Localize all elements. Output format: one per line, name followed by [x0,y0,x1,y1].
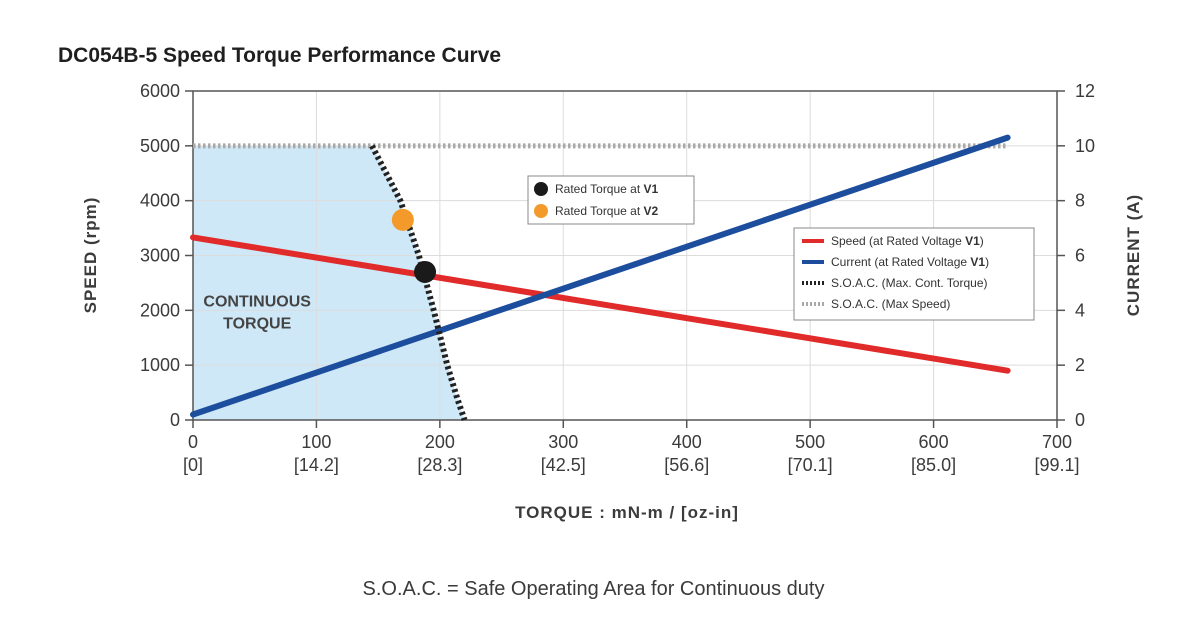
legend-layer: Rated Torque at V1 Rated Torque at V2 Spee… [527,175,1035,321]
legend-rated-torque-box [527,175,695,225]
x-axis-title: TORQUE : mN-m / [oz-in] [515,503,739,522]
series-layer [190,134,1011,421]
y-tick-label: 1000 [140,355,180,375]
legend-entry-label: Speed (at Rated Voltage V1) [831,234,984,248]
legend-entry-label: S.O.A.C. (Max Speed) [831,297,950,311]
x-tick-sublabel: [99.1] [1034,455,1079,475]
x-tick-sublabel: [42.5] [541,455,586,475]
y2-tick-label: 0 [1075,410,1085,430]
series-speed-at-rated-voltage-v1 [190,234,1011,374]
series-current-at-rated-voltage-v1 [190,134,1011,418]
x-tick-sublabel: [85.0] [911,455,956,475]
y2-axis-title: CURRENT (A) [1124,194,1143,316]
region-label: CONTINUOUS [203,293,311,310]
x-tick-sublabel: [28.3] [417,455,462,475]
legend-entry-label: Current (at Rated Voltage V1) [831,255,989,269]
point-rated-torque-at-v2 [391,208,414,231]
legend-marker-dot [534,182,548,196]
y-tick-label: 6000 [140,81,180,101]
continuous-torque-area [193,145,465,421]
x-tick-sublabel: [70.1] [788,455,833,475]
y2-tick-label: 6 [1075,246,1085,266]
series-s-o-a-c-max-cont-torque [369,144,468,421]
x-tick-label: 700 [1042,432,1072,452]
continuous-torque-region-layer: CONTINUOUS TORQUE [193,145,465,421]
x-tick-label: 300 [548,432,578,452]
x-tick-label: 500 [795,432,825,452]
y2-tick-label: 12 [1075,81,1095,101]
legend-series-box [793,227,1035,321]
region-label: TORQUE [223,315,291,332]
x-tick-label: 600 [919,432,949,452]
y-tick-label: 5000 [140,136,180,156]
x-tick-label: 400 [672,432,702,452]
y-tick-label: 2000 [140,300,180,320]
soac-caption: S.O.A.C. = Safe Operating Area for Conti… [362,578,825,600]
x-tick-label: 200 [425,432,455,452]
x-tick-label: 0 [188,432,198,452]
legend-marker-dot [534,204,548,218]
y2-tick-label: 4 [1075,300,1085,320]
legend-entry-label: Rated Torque at V2 [555,204,659,218]
y-tick-label: 0 [170,410,180,430]
x-tick-sublabel: [0] [183,455,203,475]
y2-tick-label: 10 [1075,136,1095,156]
x-tick-label: 100 [301,432,331,452]
y2-tick-label: 2 [1075,355,1085,375]
x-tick-sublabel: [56.6] [664,455,709,475]
x-tick-sublabel: [14.2] [294,455,339,475]
y-tick-label: 4000 [140,191,180,211]
chart-title: DC054B-5 Speed Torque Performance Curve [58,44,502,67]
legend-entry-label: Rated Torque at V1 [555,182,659,196]
points-layer [391,208,437,283]
y-tick-label: 3000 [140,246,180,266]
y2-tick-label: 8 [1075,191,1085,211]
axes-layer: 0 1000 2000 3000 4000 5000 6000 0 2 4 6 8 10 12 0 [0] 10… [140,81,1095,475]
point-rated-torque-at-v1 [414,260,437,283]
legend-entry-label: S.O.A.C. (Max. Cont. Torque) [831,276,988,290]
y-axis-title: SPEED (rpm) [81,197,100,314]
